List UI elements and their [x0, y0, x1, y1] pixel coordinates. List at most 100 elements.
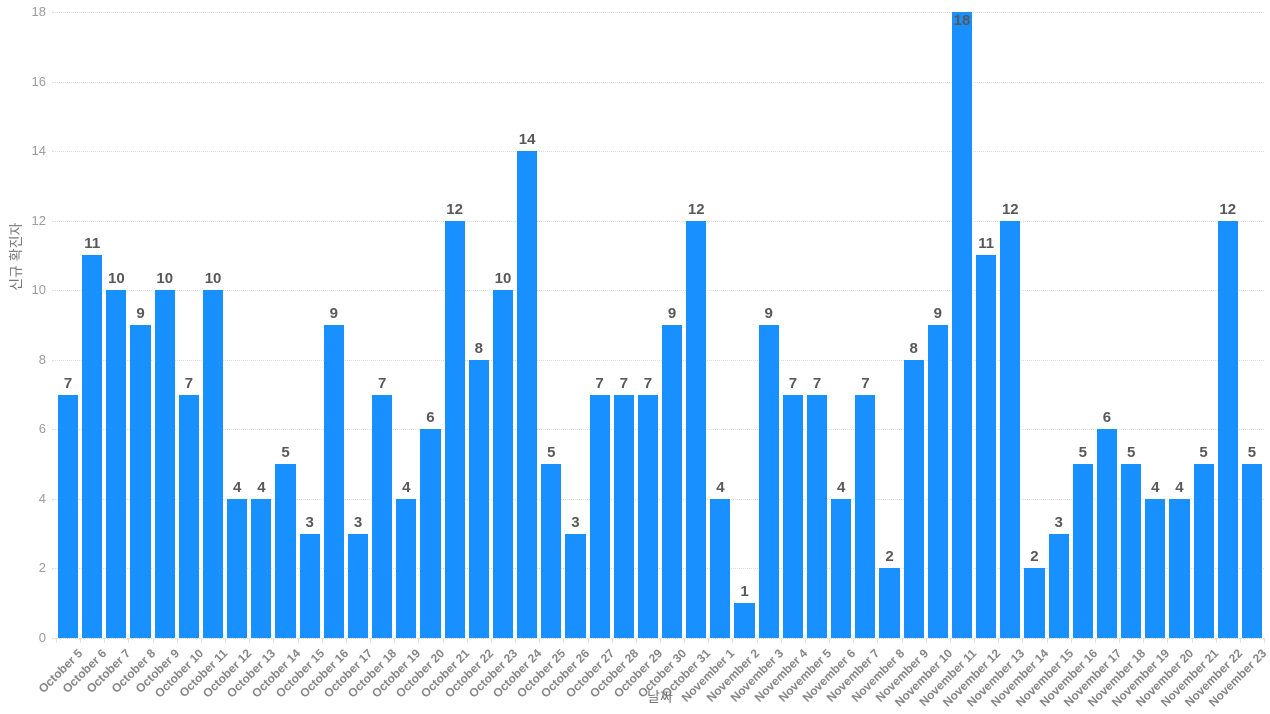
bar[interactable] [951, 12, 973, 638]
bar[interactable] [1145, 498, 1166, 638]
x-axis-tick [1215, 638, 1217, 643]
bar[interactable] [420, 429, 441, 638]
bar[interactable] [831, 498, 852, 638]
bar[interactable] [565, 533, 586, 638]
x-axis-tick [80, 638, 82, 643]
bar-value-label: 8 [474, 339, 483, 357]
bar[interactable] [275, 464, 296, 638]
bar[interactable] [541, 464, 562, 638]
gridline [52, 498, 1264, 500]
bar[interactable] [1193, 464, 1214, 638]
bar-value-label: 12 [1219, 200, 1237, 218]
bar[interactable] [444, 220, 465, 638]
bar[interactable] [589, 394, 610, 638]
x-axis-tick [200, 638, 202, 643]
x-axis-tick [1070, 638, 1072, 643]
bar[interactable] [492, 290, 514, 638]
bar-value-label: 3 [1054, 513, 1063, 531]
x-axis-tick [225, 638, 227, 643]
bar[interactable] [806, 394, 828, 638]
bar[interactable] [396, 498, 417, 638]
bar[interactable] [251, 498, 272, 638]
bar[interactable] [202, 290, 224, 638]
bar[interactable] [1217, 220, 1238, 638]
gridline [52, 81, 1264, 83]
bar-value-label: 6 [1102, 409, 1112, 427]
bar[interactable] [299, 533, 320, 638]
bar-value-label: 7 [788, 374, 798, 392]
bar[interactable] [1096, 429, 1118, 638]
bar[interactable] [613, 394, 634, 638]
bar-value-label: 18 [953, 12, 971, 29]
x-axis-tick [1022, 638, 1024, 643]
x-axis-tick [249, 638, 251, 643]
y-tick-label: 18 [31, 4, 46, 19]
bar-value-label: 11 [84, 235, 101, 253]
bar-value-label: 5 [1199, 444, 1208, 462]
bar[interactable] [903, 359, 924, 638]
x-axis-tick [128, 638, 130, 643]
bar[interactable] [1000, 220, 1021, 638]
y-tick-label: 8 [38, 351, 46, 367]
bar[interactable] [1169, 498, 1190, 638]
bar[interactable] [130, 325, 151, 638]
bar-value-label: 7 [619, 374, 628, 392]
bar-value-label: 10 [204, 270, 222, 288]
x-axis-tick [1239, 638, 1241, 643]
bar[interactable] [58, 394, 79, 638]
bar[interactable] [710, 498, 731, 638]
x-axis-tick [370, 638, 372, 643]
bar[interactable] [1048, 533, 1069, 638]
bar[interactable] [1121, 464, 1142, 638]
x-axis-tick [321, 638, 323, 643]
x-axis-tick [949, 638, 951, 643]
bar[interactable] [154, 290, 175, 638]
bar[interactable] [734, 603, 755, 638]
bar[interactable] [323, 325, 344, 638]
bar-value-label: 12 [446, 200, 463, 218]
bar-value-label: 4 [716, 478, 725, 496]
x-axis-tick [1143, 638, 1145, 643]
bar[interactable] [976, 255, 997, 638]
bar[interactable] [662, 325, 683, 638]
bar[interactable] [227, 498, 248, 638]
bar[interactable] [82, 255, 103, 638]
gridline [52, 359, 1264, 361]
bar[interactable] [106, 290, 127, 638]
bar[interactable] [347, 533, 369, 638]
y-tick-label: 12 [31, 212, 46, 228]
bar[interactable] [782, 394, 803, 638]
x-axis-tick [1167, 638, 1169, 643]
x-axis-tick [708, 638, 710, 643]
x-axis-tick [56, 638, 57, 643]
bar[interactable] [637, 394, 658, 638]
bar[interactable] [517, 151, 538, 638]
bar[interactable] [178, 394, 199, 638]
bar[interactable] [1024, 568, 1045, 638]
bar-value-label: 7 [63, 374, 73, 392]
x-axis-tick [273, 638, 275, 643]
bar[interactable] [1072, 464, 1093, 638]
bar[interactable] [758, 325, 779, 638]
x-axis-tick [442, 638, 444, 643]
bar-value-label: 12 [1001, 200, 1019, 218]
x-axis-tick [515, 638, 517, 643]
bar[interactable] [372, 394, 393, 638]
x-axis-tick [635, 638, 637, 643]
y-tick-label: 14 [31, 143, 46, 159]
bar-value-label: 6 [426, 409, 435, 427]
bar[interactable] [879, 568, 900, 638]
x-axis-tick [176, 638, 178, 643]
bar[interactable] [1241, 464, 1262, 638]
x-axis-tick [829, 638, 831, 643]
bar-value-label: 3 [305, 513, 314, 531]
gridline [52, 151, 1264, 153]
gridline [52, 638, 1264, 639]
bar-value-label: 7 [595, 374, 604, 392]
bar[interactable] [855, 394, 876, 638]
bar[interactable] [927, 325, 948, 638]
bar-value-label: 9 [667, 305, 677, 322]
bar[interactable] [686, 220, 707, 638]
bar[interactable] [468, 359, 489, 638]
